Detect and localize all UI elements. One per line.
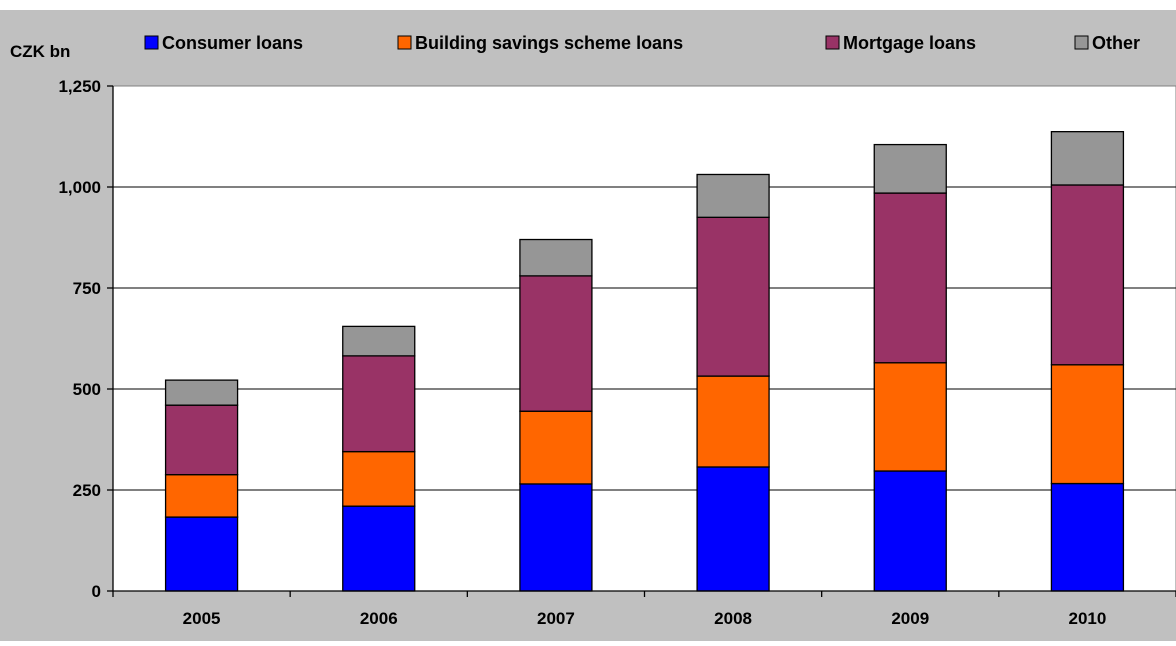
legend-label-other: Other	[1092, 33, 1140, 53]
legend: Consumer loans Building savings scheme lo…	[144, 33, 1140, 53]
bar-building-savings-scheme-loans-2006	[342, 450, 416, 507]
bar-mortgage-loans-2008	[696, 216, 770, 377]
bar-building-savings-scheme-loans-2005	[164, 473, 239, 518]
plot-area	[112, 85, 1176, 592]
bar-building-savings-scheme-loans-2007	[519, 410, 593, 485]
bar-mortgage-loans-2007	[519, 275, 593, 412]
y-tick-label-4: 1,000	[58, 178, 101, 197]
legend-swatch-other	[1074, 35, 1089, 50]
legend-swatch-building-savings-scheme-loans	[397, 35, 412, 50]
bar-mortgage-loans-2009	[873, 192, 947, 364]
axes	[107, 85, 1176, 597]
y-axis-unit-label: CZK bn	[10, 42, 70, 61]
bar-consumer-loans-2009	[873, 470, 947, 592]
y-tick-label-1: 250	[73, 481, 101, 500]
bar-mortgage-loans-2005	[164, 404, 239, 476]
legend-swatch-mortgage-loans	[825, 35, 840, 50]
bar-consumer-loans-2006	[342, 505, 416, 592]
bar-consumer-loans-2008	[696, 466, 770, 592]
x-tick-label-2008: 2008	[714, 609, 752, 628]
bar-building-savings-scheme-loans-2009	[873, 362, 947, 472]
x-tick-label-2006: 2006	[360, 609, 398, 628]
y-tick-label-3: 750	[73, 279, 101, 298]
y-tick-label-0: 0	[92, 582, 101, 601]
bar-other-2008	[696, 173, 770, 218]
gridlines	[113, 186, 1176, 491]
legend-swatch-consumer-loans	[144, 35, 159, 50]
bar-other-2007	[519, 238, 593, 277]
bar-other-2010	[1050, 131, 1125, 186]
y-tick-label-2: 500	[73, 380, 101, 399]
y-tick-labels: 0 250 500 750 1,000 1,250	[58, 77, 101, 601]
legend-label-building-savings-scheme-loans: Building savings scheme loans	[415, 33, 683, 53]
bar-other-2005	[164, 379, 239, 406]
bar-mortgage-loans-2006	[342, 355, 416, 453]
bar-other-2009	[873, 143, 947, 194]
x-tick-label-2009: 2009	[891, 609, 929, 628]
bar-consumer-loans-2005	[164, 516, 239, 592]
bar-building-savings-scheme-loans-2008	[696, 375, 770, 468]
x-tick-label-2010: 2010	[1069, 609, 1107, 628]
bar-other-2006	[342, 325, 416, 357]
bar-building-savings-scheme-loans-2010	[1050, 364, 1125, 485]
legend-label-mortgage-loans: Mortgage loans	[843, 33, 976, 53]
bar-mortgage-loans-2010	[1050, 184, 1125, 366]
x-tick-label-2007: 2007	[537, 609, 575, 628]
y-tick-label-5: 1,250	[58, 77, 101, 96]
bars	[164, 131, 1125, 592]
bar-consumer-loans-2007	[519, 483, 593, 592]
x-tick-labels: 2005 2006 2007 2008 2009 2010	[183, 609, 1107, 628]
bar-consumer-loans-2010	[1050, 482, 1125, 592]
x-tick-label-2005: 2005	[183, 609, 221, 628]
legend-label-consumer-loans: Consumer loans	[162, 33, 303, 53]
